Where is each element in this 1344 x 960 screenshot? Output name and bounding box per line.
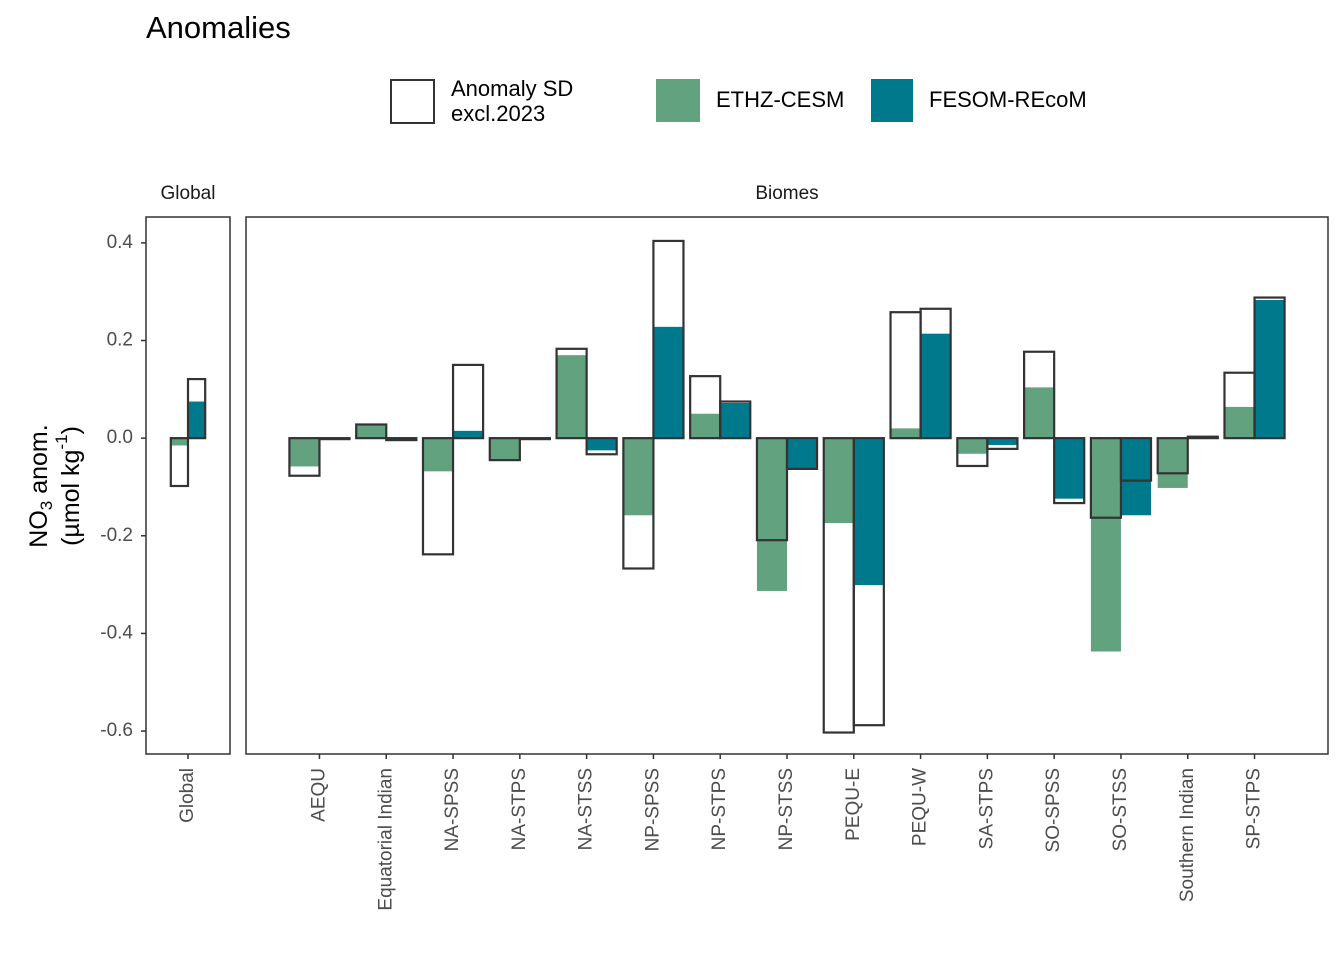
y-title-sub: 3: [37, 501, 56, 510]
y-title-part: ): [57, 426, 85, 434]
sd-bar: [622, 437, 655, 570]
x-tick-label: NP-STPS: [709, 768, 730, 850]
bar: [957, 438, 988, 454]
x-tick-label: NA-SPSS: [442, 768, 463, 851]
bar: [1157, 438, 1188, 488]
legend-key: [871, 79, 913, 122]
sd-bar: [555, 347, 588, 440]
sd-bar: [355, 423, 388, 440]
bar: [356, 423, 387, 439]
legend-sd-key: [390, 79, 435, 124]
bar: [1024, 387, 1055, 439]
sd-bar: [585, 437, 618, 456]
y-title-part: anom.: [25, 424, 53, 500]
bar: [823, 438, 854, 524]
x-tick-label: SA-STPS: [976, 768, 997, 849]
x-tick-label: SO-SPSS: [1043, 768, 1064, 852]
legend-label: excl.2023: [451, 101, 545, 126]
sd-bar: [755, 437, 789, 542]
sd-bar: [719, 400, 752, 440]
sd-bar: [1156, 437, 1189, 475]
x-tick-label: PEQU-W: [910, 768, 931, 846]
bar: [853, 438, 884, 586]
sd-bar: [1119, 437, 1153, 482]
x-tick-label: Southern Indian: [1177, 768, 1198, 902]
sd-bar: [186, 377, 207, 440]
x-tick-label: NA-STSS: [576, 768, 597, 850]
bar: [720, 402, 751, 439]
y-tick-label: 0.0: [107, 427, 133, 448]
strip-label: Global: [161, 183, 216, 204]
sd-bar: [1053, 437, 1086, 505]
bar: [289, 438, 320, 467]
sd-bar: [488, 437, 521, 462]
bar: [1054, 438, 1085, 499]
sd-bar: [1186, 435, 1219, 440]
bar: [422, 438, 454, 472]
y-tick-label: -0.4: [100, 622, 133, 643]
x-tick-label: Global: [177, 768, 198, 823]
y-tick-label: 0.2: [107, 330, 133, 351]
y-axis-title: (µmol kg-1): [52, 426, 84, 546]
legend-label: FESOM-REcoM: [929, 87, 1087, 112]
sd-bar: [385, 437, 418, 442]
sd-bar: [451, 363, 485, 440]
x-tick-label: SO-STSS: [1110, 768, 1131, 851]
x-tick-label: PEQU-E: [843, 768, 864, 841]
legend-label: Anomaly SD: [451, 76, 573, 101]
bar: [1120, 438, 1152, 516]
bar: [1090, 438, 1121, 652]
strip-label: Biomes: [755, 183, 818, 204]
bar: [453, 430, 484, 439]
bar: [188, 401, 206, 439]
sd-bar: [169, 437, 190, 488]
sd-bar: [518, 437, 551, 441]
y-title-part: NO: [25, 510, 53, 548]
y-title-sup: -1: [52, 434, 71, 449]
sd-bar: [288, 437, 321, 477]
y-tick-label: -0.2: [100, 525, 133, 546]
bar: [756, 438, 787, 591]
x-tick-label: NP-SPSS: [642, 768, 663, 851]
y-title-part: (µmol kg: [57, 450, 85, 546]
sd-bar: [1253, 296, 1286, 440]
sd-bar: [986, 437, 1019, 450]
bar: [890, 428, 921, 439]
y-axis-title: NO3 anom.: [25, 424, 57, 547]
panel-border: [245, 216, 1329, 755]
bar: [690, 413, 721, 439]
sd-bar: [956, 437, 989, 468]
x-tick-label: NP-STSS: [776, 768, 797, 850]
x-tick-label: SP-STPS: [1244, 768, 1265, 849]
bar: [920, 333, 951, 439]
bar: [787, 438, 818, 469]
sd-bar: [785, 437, 819, 471]
bar: [586, 438, 617, 451]
legend-label: ETHZ-CESM: [716, 87, 844, 112]
sd-bar: [1023, 350, 1056, 440]
bar: [623, 438, 654, 516]
bar: [1254, 299, 1285, 439]
bar: [1224, 406, 1255, 439]
sd-bar: [852, 437, 885, 727]
sd-bar: [318, 437, 351, 441]
x-tick-label: AEQU: [308, 768, 329, 822]
legend-key: [656, 79, 700, 122]
bar: [653, 326, 684, 439]
sd-bar: [652, 239, 685, 440]
y-tick-label: -0.6: [100, 720, 133, 741]
x-tick-label: NA-STPS: [509, 768, 530, 850]
x-tick-label: Equatorial Indian: [375, 768, 396, 911]
bar: [987, 438, 1018, 445]
sd-bar: [889, 311, 922, 440]
bar: [556, 355, 587, 439]
bar: [489, 438, 520, 461]
sd-bar: [421, 437, 455, 556]
sd-bar: [919, 307, 952, 440]
y-tick-label: 0.4: [107, 232, 134, 253]
panel-border: [145, 216, 231, 755]
bar: [170, 438, 188, 446]
chart-title: Anomalies: [146, 10, 291, 45]
